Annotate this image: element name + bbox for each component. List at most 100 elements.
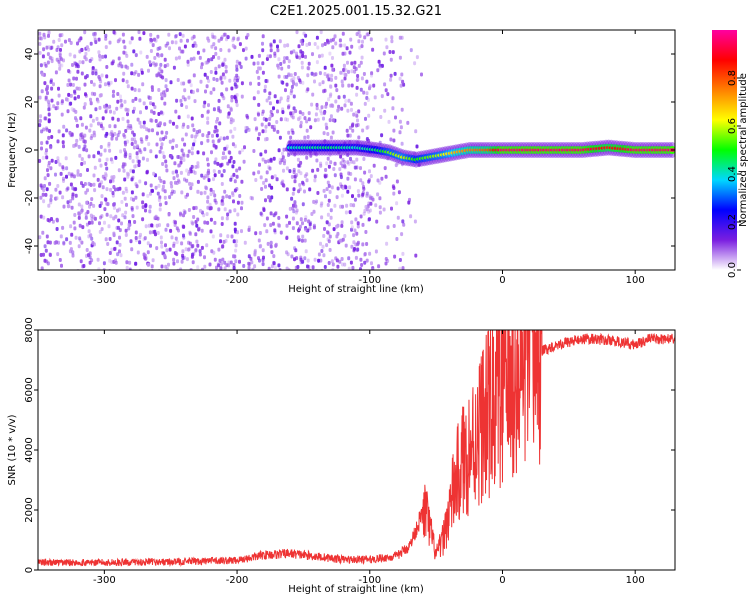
heatmap-cell xyxy=(306,258,310,263)
heatmap-cell xyxy=(134,140,138,144)
heatmap-cell xyxy=(244,46,248,51)
heatmap-cell xyxy=(114,260,118,265)
heatmap-cell xyxy=(234,248,238,253)
heatmap-cell xyxy=(399,125,403,130)
heatmap-cell xyxy=(160,53,164,58)
heatmap-cell xyxy=(209,192,213,197)
heatmap-cell xyxy=(321,43,324,48)
heatmap-cell xyxy=(235,174,239,179)
heatmap-cell xyxy=(64,156,68,161)
heatmap-cell xyxy=(159,74,163,79)
heatmap-cell xyxy=(281,183,285,188)
heatmap-cell xyxy=(353,228,357,233)
heatmap-cell xyxy=(267,266,271,270)
heatmap-cell xyxy=(371,266,375,270)
heatmap-cell xyxy=(206,36,210,41)
heatmap-cell xyxy=(38,51,42,55)
heatmap-cell xyxy=(362,90,366,95)
heatmap-cell xyxy=(277,223,281,228)
heatmap-cell xyxy=(385,241,389,246)
chart-title: C2E1.2025.001.15.32.G21 xyxy=(270,4,442,19)
heatmap-cell xyxy=(365,96,369,100)
heatmap-cell xyxy=(276,109,279,114)
heatmap-cell xyxy=(45,187,49,192)
heatmap-cell xyxy=(174,109,178,114)
heatmap-cell xyxy=(64,39,67,44)
heatmap-cell xyxy=(345,203,349,208)
heatmap-cell xyxy=(365,193,369,198)
heatmap-cell xyxy=(183,142,187,147)
heatmap-cell xyxy=(383,82,387,87)
heatmap-cell xyxy=(45,148,48,153)
heatmap-cell xyxy=(136,250,140,255)
heatmap-cell xyxy=(185,178,189,183)
heatmap-cell xyxy=(105,157,109,162)
heatmap-cell xyxy=(213,257,217,262)
heatmap-cell xyxy=(349,172,353,176)
heatmap-cell xyxy=(306,135,310,139)
heatmap-cell xyxy=(188,231,192,236)
heatmap-cell xyxy=(236,212,240,217)
heatmap-cell xyxy=(75,118,79,123)
heatmap-cell xyxy=(361,128,365,133)
heatmap-cell xyxy=(98,221,101,226)
heatmap-cell xyxy=(150,109,154,114)
heatmap-cell xyxy=(356,118,359,123)
heatmap-cell xyxy=(368,194,372,199)
heatmap-cell xyxy=(154,154,158,159)
heatmap-cell xyxy=(200,65,203,70)
heatmap-cell xyxy=(163,195,167,200)
heatmap-cell xyxy=(207,168,210,173)
heatmap-cell xyxy=(79,36,83,41)
heatmap-cell xyxy=(267,195,271,200)
colorbar-tick-label: 0.2 xyxy=(727,214,738,230)
heatmap-cell xyxy=(54,160,58,164)
heatmap-cell xyxy=(272,254,276,259)
heatmap-cell xyxy=(355,231,359,236)
heatmap-cell xyxy=(308,222,312,227)
heatmap-cell xyxy=(231,142,235,147)
heatmap-cell xyxy=(85,248,89,252)
heatmap-cell xyxy=(108,40,112,45)
heatmap-cell xyxy=(166,63,170,67)
heatmap-cell xyxy=(202,175,206,180)
heatmap-cell xyxy=(82,147,86,152)
heatmap-cell xyxy=(116,99,120,104)
heatmap-cell xyxy=(134,70,138,75)
heatmap-cell xyxy=(65,128,69,133)
heatmap-cell xyxy=(44,95,48,100)
heatmap-cell xyxy=(159,145,163,150)
heatmap-cell xyxy=(93,92,97,97)
heatmap-cell xyxy=(180,103,184,107)
heatmap-cell xyxy=(183,210,187,215)
heatmap-cell xyxy=(223,207,227,212)
heatmap-cell xyxy=(143,255,146,260)
heatmap-cell xyxy=(117,168,121,173)
heatmap-cell xyxy=(252,96,256,101)
heatmap-cell xyxy=(196,88,200,93)
heatmap-cell xyxy=(176,259,179,264)
heatmap-cell xyxy=(146,193,150,198)
heatmap-cell xyxy=(77,94,80,99)
heatmap-cell xyxy=(175,169,178,174)
heatmap-cell xyxy=(288,220,291,225)
heatmap-cell xyxy=(125,53,129,58)
heatmap-cell xyxy=(112,89,115,94)
heatmap-cell xyxy=(186,38,189,43)
heatmap-cell xyxy=(361,242,365,247)
heatmap-cell xyxy=(137,72,141,77)
heatmap-cell xyxy=(363,260,367,265)
heatmap-cell xyxy=(146,157,149,162)
heatmap-cell xyxy=(167,262,170,267)
heatmap-cell xyxy=(348,50,352,55)
heatmap-cell xyxy=(49,166,53,171)
heatmap-cell xyxy=(336,108,340,113)
heatmap-cell xyxy=(228,209,232,214)
heatmap-cell xyxy=(203,100,207,105)
heatmap-cell xyxy=(48,181,52,186)
heatmap-cell xyxy=(378,63,382,68)
heatmap-cell xyxy=(272,156,276,161)
heatmap-cell xyxy=(265,98,269,103)
heatmap-cell xyxy=(301,111,305,116)
heatmap-cell xyxy=(313,42,317,46)
